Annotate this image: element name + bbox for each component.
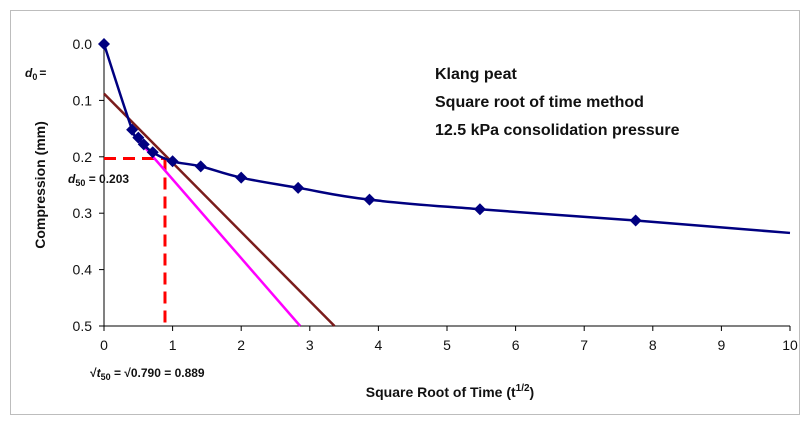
data-point-marker — [473, 203, 486, 216]
data-point-marker — [126, 123, 139, 136]
axes: 0 1 2 3 4 5 6 7 8 9 10 0.0 0.1 0.2 0.3 0.4 0.5 — [73, 36, 798, 353]
data-point-marker — [146, 146, 159, 159]
y-tick-label: 0.1 — [73, 92, 93, 108]
x-tick-label: 5 — [443, 337, 451, 353]
x-axis-label-end: ) — [530, 384, 535, 400]
x-tick-label: 6 — [512, 337, 520, 353]
x-axis-label-main: Square Root of Time (t — [366, 384, 516, 400]
y-tick-label: 0.0 — [73, 36, 93, 52]
annotation-line-2: Square root of time method — [435, 94, 644, 111]
y-tick-label: 0.5 — [73, 318, 93, 334]
y-tick-label: 0.4 — [73, 262, 93, 278]
x-tick-label: 2 — [237, 337, 245, 353]
data-point-marker — [235, 171, 248, 184]
x-tick-label: 10 — [782, 337, 798, 353]
t50-symbol: t — [97, 366, 102, 380]
d0-suffix: = — [39, 66, 46, 80]
x-tick-label: 9 — [718, 337, 726, 353]
y-ticks: 0.0 0.1 0.2 0.3 0.4 0.5 — [73, 36, 104, 334]
d0-symbol: d — [25, 66, 33, 80]
x-tick-label: 7 — [580, 337, 588, 353]
x-tick-label: 4 — [375, 337, 383, 353]
x-tick-label: 8 — [649, 337, 657, 353]
x-tick-label: 1 — [169, 337, 177, 353]
d50-sub: 50 — [75, 178, 85, 188]
x-tick-label: 3 — [306, 337, 314, 353]
data-point-marker — [363, 193, 376, 206]
data-point-marker — [292, 181, 305, 194]
y-tick-label: 0.2 — [73, 149, 93, 165]
y-axis-label: Compression (mm) — [32, 121, 48, 249]
plot-lines — [102, 43, 791, 327]
d50-symbol: d — [68, 172, 76, 186]
annotation-line-3: 12.5 kPa consolidation pressure — [435, 122, 680, 139]
initial-tangent-line — [103, 92, 336, 327]
x-axis-label-sup: 1/2 — [516, 383, 530, 394]
d0-label: d0 = — [25, 66, 46, 82]
t50-sub: 50 — [101, 372, 111, 382]
x-tick-label: 0 — [100, 337, 108, 353]
t50-prefix: √ — [90, 366, 97, 380]
t50-suffix: = √0.790 = 0.889 — [111, 366, 205, 380]
t50-label: √t50 = √0.790 = 0.889 — [90, 366, 205, 382]
x-ticks: 0 1 2 3 4 5 6 7 8 9 10 — [100, 326, 798, 353]
y-tick-label: 0.3 — [73, 205, 93, 221]
x-axis-label: Square Root of Time (t1/2) — [366, 383, 534, 400]
chart-frame — [10, 10, 800, 415]
d0-sub: 0 — [32, 72, 37, 82]
data-point-marker — [132, 131, 145, 144]
data-point-marker — [137, 138, 150, 151]
data-point-marker — [98, 38, 110, 50]
annotation-block: Klang peat Square root of time method 12… — [435, 66, 680, 139]
data-point-marker — [166, 155, 179, 168]
data-point-marker — [194, 160, 207, 173]
plot-markers — [98, 38, 642, 227]
corrected-slope-line — [137, 139, 302, 327]
annotation-line-1: Klang peat — [435, 66, 517, 83]
d50-label: d50 = 0.203 — [68, 172, 129, 188]
data-point-marker — [629, 214, 642, 227]
d50-suffix: = 0.203 — [85, 172, 129, 186]
